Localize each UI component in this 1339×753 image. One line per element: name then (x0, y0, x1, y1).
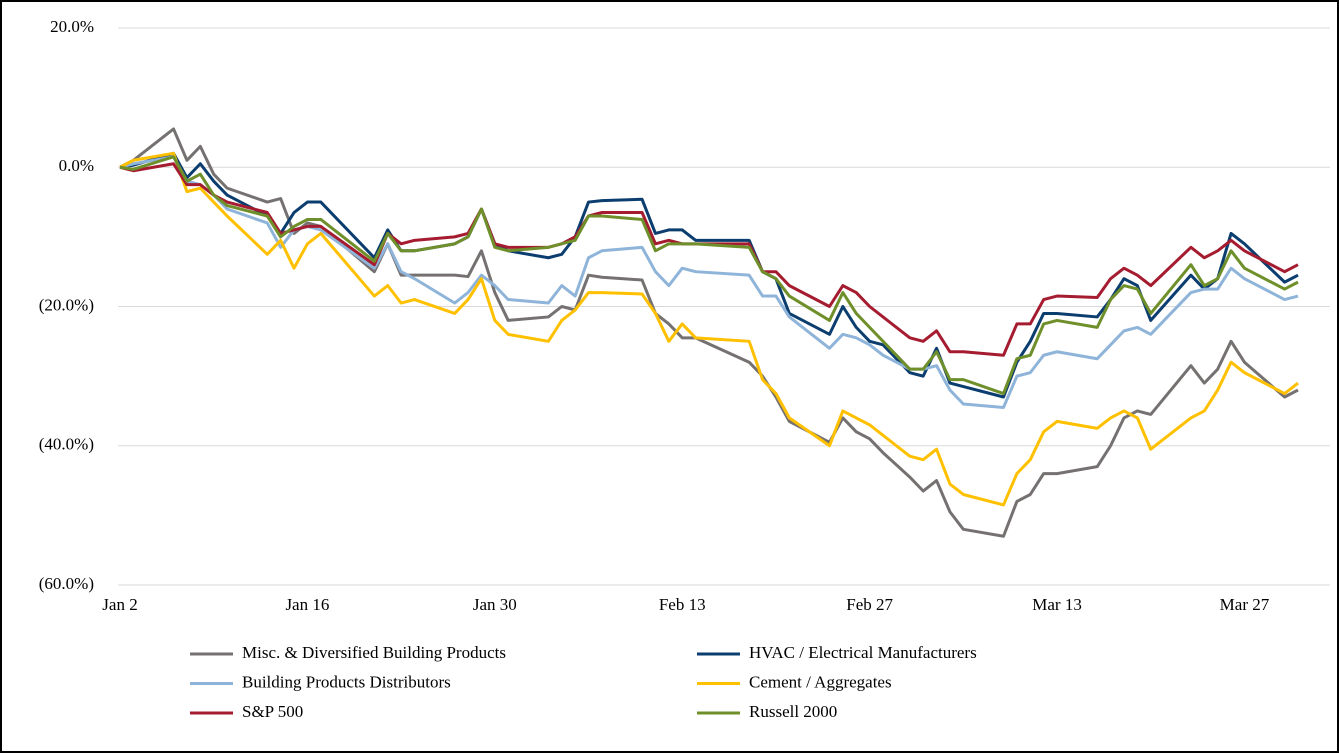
legend-label: Cement / Aggregates (749, 672, 892, 691)
legend-label: Russell 2000 (749, 702, 837, 721)
x-tick-label: Feb 27 (846, 595, 893, 614)
legend-label: S&P 500 (242, 702, 303, 721)
y-tick-label: (60.0%) (39, 574, 94, 593)
legend-label: HVAC / Electrical Manufacturers (749, 643, 977, 662)
x-tick-label: Jan 30 (473, 595, 517, 614)
x-tick-label: Jan 2 (102, 595, 137, 614)
series-line (119, 162, 1299, 357)
x-tick-label: Jan 16 (285, 595, 329, 614)
series-line (119, 151, 1299, 507)
x-tick-label: Mar 13 (1032, 595, 1082, 614)
y-tick-label: (20.0%) (39, 295, 94, 314)
x-tick-label: Mar 27 (1220, 595, 1270, 614)
y-tick-label: (40.0%) (39, 435, 94, 454)
y-tick-label: 0.0% (59, 156, 94, 175)
series-line (119, 127, 1299, 538)
legend-label: Misc. & Diversified Building Products (242, 643, 506, 662)
y-tick-label: 20.0% (50, 17, 94, 36)
legend-label: Building Products Distributors (242, 672, 451, 691)
series-line (119, 155, 1299, 396)
x-tick-label: Feb 13 (659, 595, 706, 614)
